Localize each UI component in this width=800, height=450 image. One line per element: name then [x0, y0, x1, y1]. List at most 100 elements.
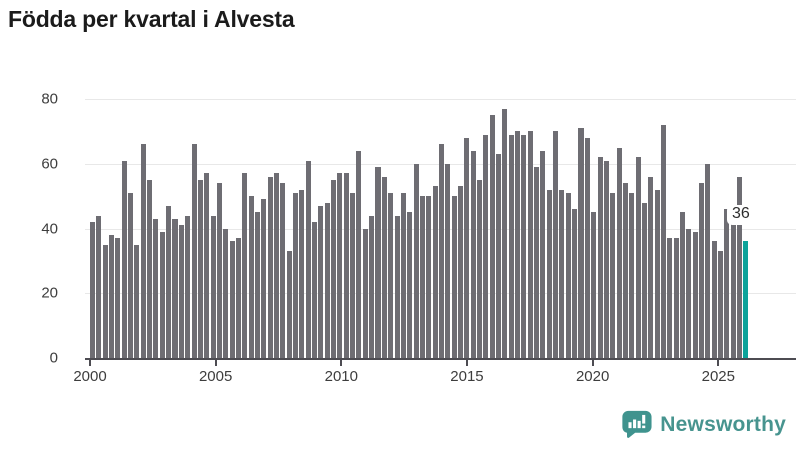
bar — [476, 179, 483, 358]
x-axis-label: 2000 — [73, 368, 107, 385]
bar — [565, 192, 571, 358]
bar — [331, 179, 337, 358]
bar-highlighted — [743, 241, 749, 358]
bar — [362, 228, 368, 358]
bar — [407, 212, 413, 358]
bar — [730, 215, 736, 358]
bar — [578, 128, 584, 358]
bar — [432, 186, 438, 358]
bar — [90, 222, 96, 358]
bar — [502, 108, 508, 358]
bar — [546, 189, 552, 358]
y-axis-label: 80 — [41, 90, 58, 108]
bar — [699, 183, 705, 358]
bar — [140, 144, 146, 358]
bar — [216, 183, 222, 358]
bar — [242, 173, 248, 358]
bar — [134, 244, 140, 358]
bar — [388, 192, 394, 358]
bar — [235, 238, 241, 358]
bar — [400, 192, 406, 358]
bar — [248, 196, 254, 358]
bar — [280, 183, 286, 358]
bar — [496, 154, 502, 358]
bar — [711, 241, 717, 358]
bar — [178, 225, 184, 358]
bar — [210, 215, 216, 358]
bar — [223, 228, 229, 358]
bar — [159, 231, 165, 358]
gridline — [85, 99, 796, 100]
bar — [603, 160, 609, 358]
bar — [337, 173, 343, 358]
bar — [692, 231, 698, 358]
x-axis-line — [85, 358, 796, 360]
bar — [115, 238, 121, 358]
x-tick — [214, 359, 217, 366]
bar — [419, 196, 425, 358]
newsworthy-logo[interactable]: Newsworthy — [621, 409, 786, 440]
bar — [96, 215, 102, 358]
chart-title: Födda per kvartal i Alvesta — [8, 6, 295, 32]
value-callout: 36 — [727, 205, 755, 225]
bar — [261, 199, 267, 358]
bar — [737, 176, 743, 358]
bar — [667, 238, 673, 358]
bar — [597, 157, 603, 358]
bar — [464, 137, 470, 358]
bar — [679, 212, 686, 358]
newsworthy-bubble-chart-icon — [621, 409, 652, 440]
bar — [445, 163, 451, 358]
bar — [470, 150, 476, 358]
bar — [451, 196, 457, 358]
bar — [660, 124, 666, 358]
x-tick — [89, 359, 91, 366]
bar — [128, 192, 134, 358]
x-tick — [717, 359, 720, 366]
bar — [438, 144, 444, 358]
bar — [572, 209, 578, 358]
bar — [508, 134, 514, 358]
bar — [318, 205, 324, 358]
y-axis-label: 40 — [41, 220, 58, 237]
x-tick — [591, 359, 594, 366]
bar — [489, 115, 495, 358]
bar — [166, 205, 172, 358]
bar — [293, 192, 299, 358]
y-axis-label: 0 — [49, 349, 58, 367]
bar — [534, 167, 540, 358]
bar — [521, 134, 527, 358]
bar — [629, 192, 635, 358]
y-axis-label: 60 — [41, 155, 58, 173]
x-axis-label: 2025 — [701, 368, 735, 385]
bar — [381, 176, 387, 358]
bar — [121, 160, 127, 358]
bar — [254, 212, 260, 358]
bar — [375, 167, 381, 358]
bar — [648, 176, 654, 358]
bar — [229, 241, 235, 358]
bar — [172, 218, 178, 358]
bar — [591, 212, 597, 358]
bar — [515, 131, 521, 358]
bar — [197, 179, 203, 358]
bar — [102, 244, 108, 358]
bar — [641, 202, 647, 358]
bar — [413, 163, 419, 358]
bar — [267, 176, 273, 358]
x-axis-label: 2010 — [324, 368, 358, 385]
bar — [686, 228, 692, 358]
bar — [185, 215, 191, 358]
bar — [705, 163, 711, 358]
x-tick — [340, 359, 343, 366]
x-axis-label: 2015 — [450, 368, 484, 385]
bar — [426, 196, 432, 358]
bar — [153, 218, 159, 358]
bar — [350, 192, 356, 358]
bar — [191, 144, 197, 358]
bar — [527, 131, 533, 358]
bar — [584, 137, 590, 358]
bar — [312, 222, 318, 358]
bar — [204, 173, 210, 358]
